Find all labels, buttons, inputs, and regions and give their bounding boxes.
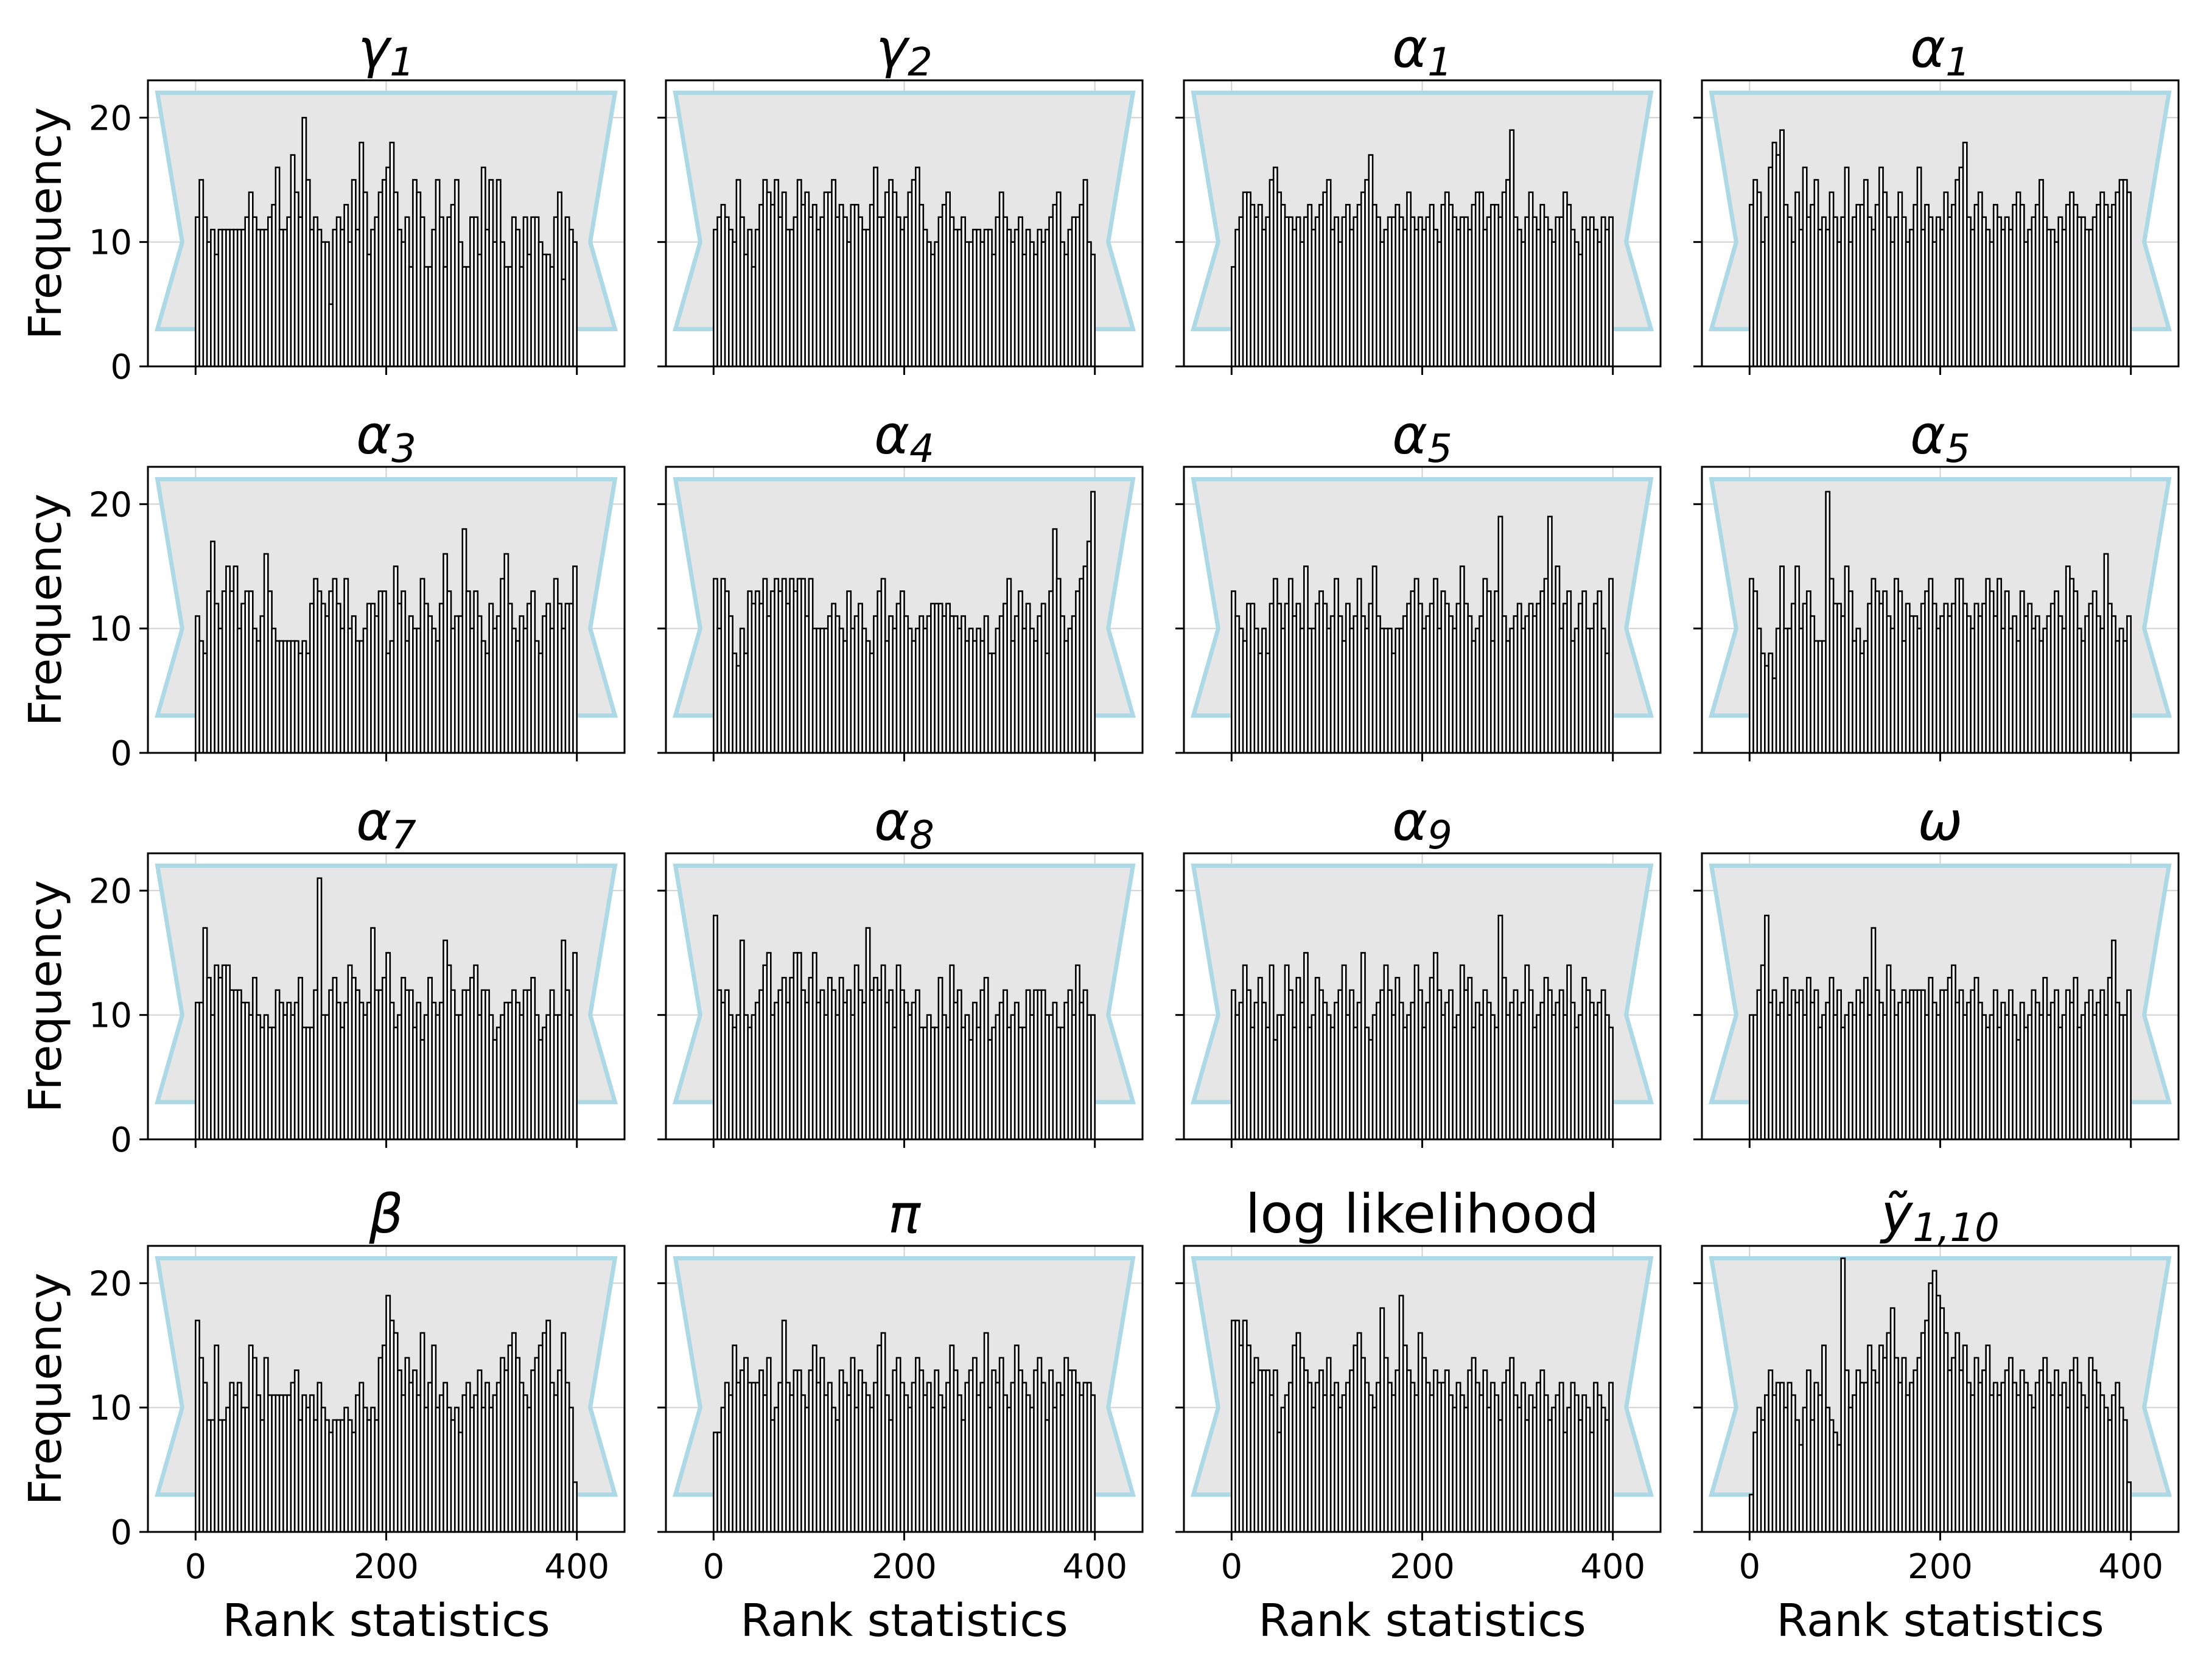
x-tick-label: 0 xyxy=(1738,1547,1760,1587)
y-axis-label: Frequency xyxy=(19,880,72,1113)
histogram-bar xyxy=(1090,1014,1096,1141)
panel-11: ω xyxy=(1693,790,2180,1148)
panel-title: α8 xyxy=(874,790,934,858)
histogram-bar xyxy=(2126,1481,2132,1533)
panel-title: β xyxy=(368,1183,403,1245)
x-tick-label: 200 xyxy=(872,1547,937,1587)
x-tick-label: 400 xyxy=(544,1547,609,1587)
panel-title: α4 xyxy=(874,404,934,472)
panel-2: α1 xyxy=(1175,17,1662,375)
y-tick-label: 0 xyxy=(110,1120,132,1160)
panel-title: α7 xyxy=(356,790,416,858)
panel-title: ỹ1,10 xyxy=(1879,1183,2000,1251)
panel-3: α1 xyxy=(1693,17,2180,375)
panel-title: γ1 xyxy=(358,17,415,85)
panel-title: α9 xyxy=(1392,790,1452,858)
histogram-bar xyxy=(1608,216,1614,368)
histogram-bar xyxy=(572,1481,578,1533)
x-axis-label: Rank statistics xyxy=(1776,1595,2104,1647)
x-tick-label: 200 xyxy=(1908,1547,1973,1587)
y-tick-label: 0 xyxy=(110,348,132,387)
panel-9: α8 xyxy=(657,790,1144,1148)
panel-title: π xyxy=(888,1183,922,1245)
y-tick-label: 0 xyxy=(110,734,132,774)
panel-0: 0 10 20 γ1 Frequency xyxy=(19,17,626,387)
panel-title: γ2 xyxy=(876,17,933,85)
panel-title: α5 xyxy=(1910,404,1970,472)
x-axis-label: Rank statistics xyxy=(740,1595,1068,1647)
y-tick-label: 0 xyxy=(110,1513,132,1553)
panel-5: α4 xyxy=(657,404,1144,761)
histogram-bar xyxy=(1608,1026,1614,1141)
x-tick-label: 400 xyxy=(2098,1547,2163,1587)
panel-title: α1 xyxy=(1392,17,1452,85)
panel-title: α3 xyxy=(356,404,416,472)
histogram-bar xyxy=(572,565,578,754)
panel-15: 0 200 400 ỹ1,10 Rank statistics xyxy=(1693,1183,2180,1647)
histogram-bar xyxy=(572,952,578,1141)
y-tick-label: 20 xyxy=(89,1264,132,1304)
x-axis-label: Rank statistics xyxy=(1258,1595,1586,1647)
y-tick-label: 10 xyxy=(89,1389,132,1428)
panel-title: α5 xyxy=(1392,404,1452,472)
histogram-bar xyxy=(1608,578,1614,754)
panel-4: 0 10 20 α3 Frequency xyxy=(19,404,626,774)
x-axis-label: Rank statistics xyxy=(222,1595,550,1647)
x-tick-label: 400 xyxy=(1580,1547,1645,1587)
histogram-bar xyxy=(1090,491,1096,754)
panel-13: 0 200 400 π Rank statistics xyxy=(657,1183,1144,1647)
y-tick-label: 20 xyxy=(89,99,132,138)
histogram-bar xyxy=(2126,989,2132,1141)
y-tick-label: 10 xyxy=(89,223,132,263)
histogram-bar xyxy=(1090,253,1096,368)
histogram-bar xyxy=(1608,1382,1614,1533)
panel-6: α5 xyxy=(1175,404,1662,761)
y-tick-label: 10 xyxy=(89,610,132,649)
histogram-bar xyxy=(2126,191,2132,368)
panel-title: α1 xyxy=(1910,17,1970,85)
panel-1: γ2 xyxy=(657,17,1144,375)
panel-title: log likelihood xyxy=(1245,1183,1599,1245)
panel-7: α5 xyxy=(1693,404,2180,761)
histogram-bar xyxy=(572,241,578,368)
panel-8: 0 10 20 α7 Frequency xyxy=(19,790,626,1160)
y-axis-label: Frequency xyxy=(19,1273,72,1505)
panel-title: ω xyxy=(1918,790,1963,853)
x-tick-label: 0 xyxy=(702,1547,724,1587)
x-tick-label: 0 xyxy=(1220,1547,1242,1587)
panel-10: α9 xyxy=(1175,790,1662,1148)
x-tick-label: 200 xyxy=(354,1547,419,1587)
x-tick-label: 400 xyxy=(1062,1547,1127,1587)
y-axis-label: Frequency xyxy=(19,107,72,340)
y-tick-label: 20 xyxy=(89,485,132,525)
x-tick-label: 200 xyxy=(1390,1547,1455,1587)
histogram-bar xyxy=(1090,1394,1096,1533)
x-tick-label: 0 xyxy=(184,1547,206,1587)
y-tick-label: 20 xyxy=(89,872,132,911)
y-axis-label: Frequency xyxy=(19,494,72,726)
y-tick-label: 10 xyxy=(89,996,132,1036)
panel-14: 0 200 400 log likelihood Rank statistics xyxy=(1175,1183,1662,1647)
histogram-bar xyxy=(2126,615,2132,754)
